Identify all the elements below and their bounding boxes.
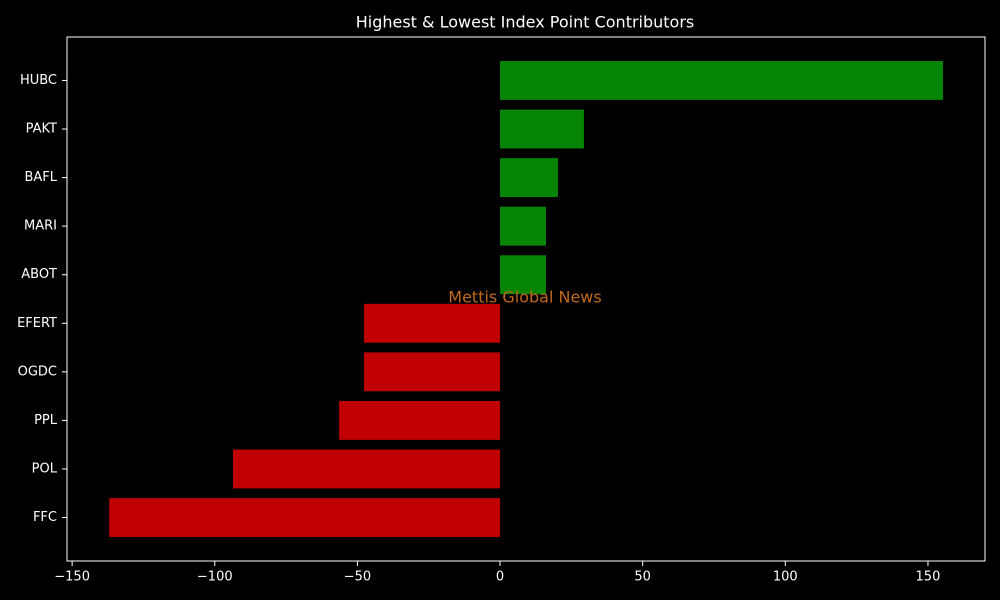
bar	[500, 61, 944, 100]
bar	[339, 400, 501, 440]
bar	[500, 158, 558, 198]
plot-frame	[66, 36, 986, 562]
y-tick-label: BAFL	[24, 170, 57, 185]
bar	[500, 109, 584, 149]
x-tick-label: −150	[54, 570, 90, 585]
y-tick-label: ABOT	[21, 267, 57, 282]
bar	[363, 303, 501, 343]
y-tick-label: EFERT	[17, 316, 57, 331]
x-tick-label: 150	[916, 570, 941, 585]
y-tick-label: PAKT	[26, 122, 57, 137]
bar	[363, 352, 501, 392]
x-tick-label: 0	[496, 570, 504, 585]
watermark: Mettis Global News	[448, 288, 601, 307]
x-tick-label: 100	[773, 570, 798, 585]
bar	[233, 449, 501, 489]
y-tick-label: MARI	[24, 219, 57, 234]
bar	[109, 498, 501, 537]
x-tick-label: −50	[344, 570, 371, 585]
y-tick-label: HUBC	[20, 73, 57, 88]
y-tick-label: PPL	[34, 413, 58, 428]
y-tick-label: FFC	[33, 510, 57, 525]
chart-title: Highest & Lowest Index Point Contributor…	[356, 13, 695, 32]
bar	[500, 206, 546, 246]
x-tick-label: 50	[634, 570, 651, 585]
y-tick-label: POL	[32, 461, 58, 476]
bar	[500, 255, 546, 295]
y-tick-label: OGDC	[18, 364, 57, 379]
x-tick-label: −100	[197, 570, 233, 585]
